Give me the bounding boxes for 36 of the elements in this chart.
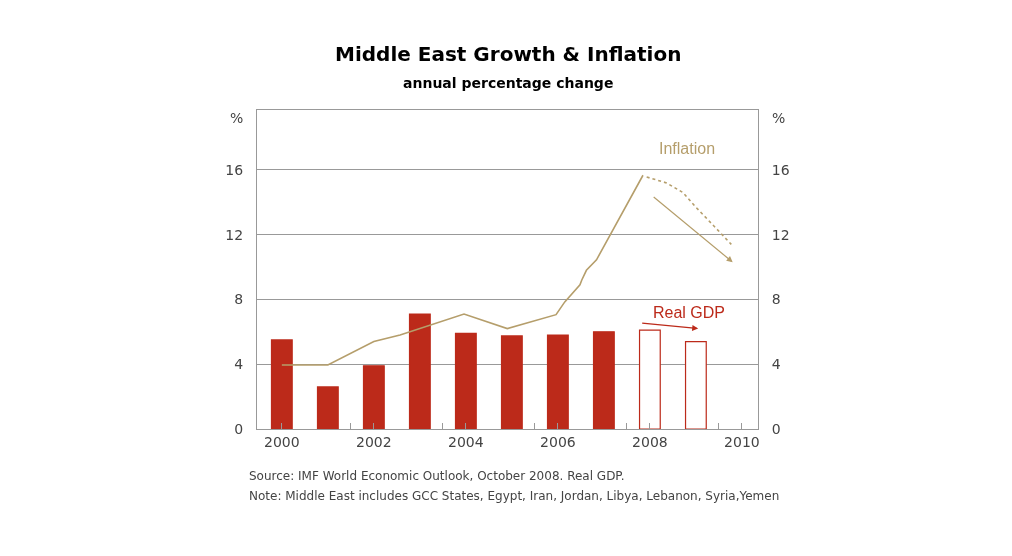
x-tick-label: 2010 — [724, 433, 760, 450]
y-axis-title: % — [230, 110, 244, 126]
x-tick-label: 2004 — [448, 433, 484, 450]
bar — [500, 335, 523, 429]
line-series — [281, 174, 644, 366]
bar — [592, 331, 615, 429]
y2-tick-label: 12 — [771, 226, 790, 243]
bar — [454, 332, 477, 429]
y-tick-label: 12 — [225, 226, 244, 243]
x-tick-label: 2002 — [356, 433, 392, 450]
x-tick-label: 2000 — [264, 433, 300, 450]
y2-tick-label: 4 — [771, 356, 781, 373]
bar — [316, 386, 339, 429]
bar — [270, 339, 293, 429]
source-note: Source: IMF World Economic Outlook, October 2008. Real GDP. — [249, 469, 625, 483]
chart-title: Middle East Growth & Inflation — [335, 42, 682, 66]
y-tick-label: 8 — [234, 291, 244, 308]
y-tick-label: 4 — [234, 356, 244, 373]
y2-tick-label: 16 — [771, 161, 790, 178]
x-tick-label: 2008 — [632, 433, 668, 450]
bar — [638, 329, 661, 429]
y2-tick-label: 8 — [771, 291, 781, 308]
series-label: Inflation — [659, 140, 716, 157]
series-label: Real GDP — [653, 304, 726, 321]
y-tick-label: 16 — [225, 161, 244, 178]
y2-tick-label: 0 — [771, 420, 781, 437]
y-tick-label: 0 — [234, 420, 244, 437]
y2-axis-title: % — [772, 110, 786, 126]
bar — [684, 340, 707, 429]
bar — [408, 313, 431, 429]
bar — [546, 334, 569, 429]
x-tick-label: 2006 — [540, 433, 576, 450]
chart-subtitle: annual percentage change — [403, 75, 614, 91]
bar — [362, 365, 385, 429]
text: Note: Middle East includes GCC States, Egypt, Iran, Jordan, Libya, Lebanon, Syria,Yemen — [249, 489, 780, 503]
line-series — [645, 176, 733, 246]
